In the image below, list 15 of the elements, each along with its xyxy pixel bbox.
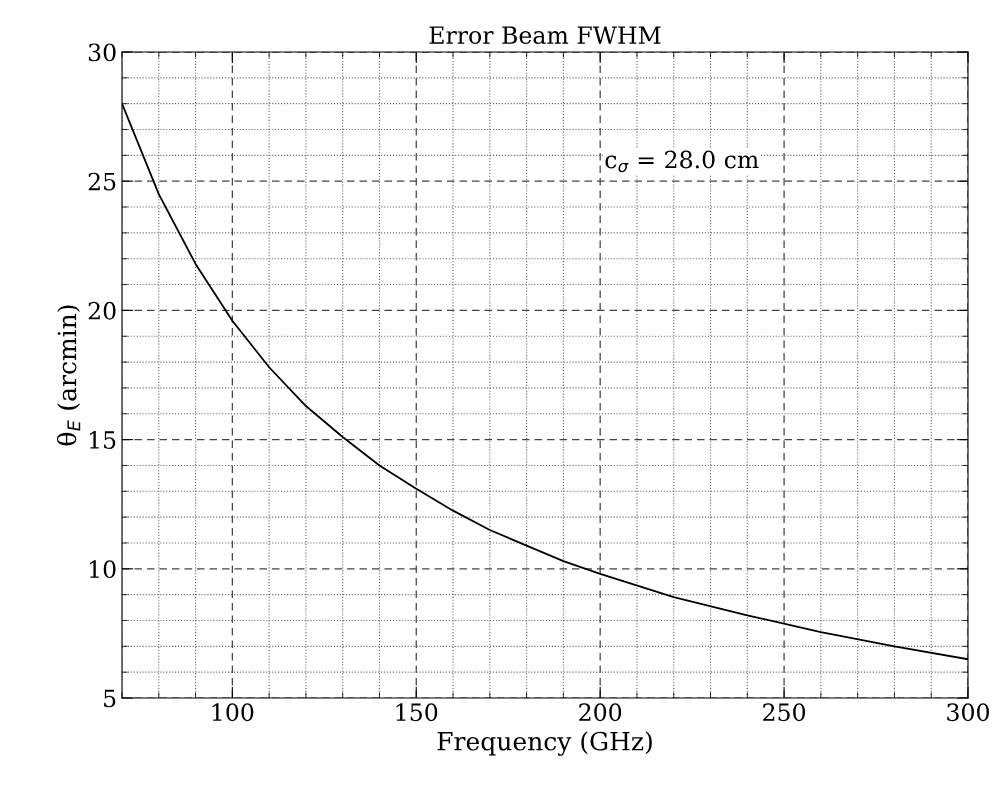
y-tick-label: 15	[89, 431, 116, 449]
y-tick-label: 10	[89, 560, 116, 579]
y-tick-label: 30	[88, 43, 116, 62]
x-tick-label: 150	[396, 703, 438, 722]
x-axis-title: Frequency (GHz)	[437, 731, 652, 756]
y-tick-label: 20	[88, 301, 116, 320]
y-axis-title: θ$_{E}$ (arcmin)	[56, 305, 81, 446]
chart-title: Error Beam FWHM	[429, 26, 661, 44]
y-tick-label: 25	[88, 172, 116, 191]
x-tick-label: 200	[579, 703, 622, 722]
annotation: c$_{σ}$ = 28.0 cm	[605, 150, 759, 173]
x-tick-label: 100	[212, 703, 254, 722]
x-tick-label: 300	[947, 703, 989, 722]
y-tick-label: 5	[104, 689, 116, 708]
x-tick-label: 250	[763, 703, 806, 722]
